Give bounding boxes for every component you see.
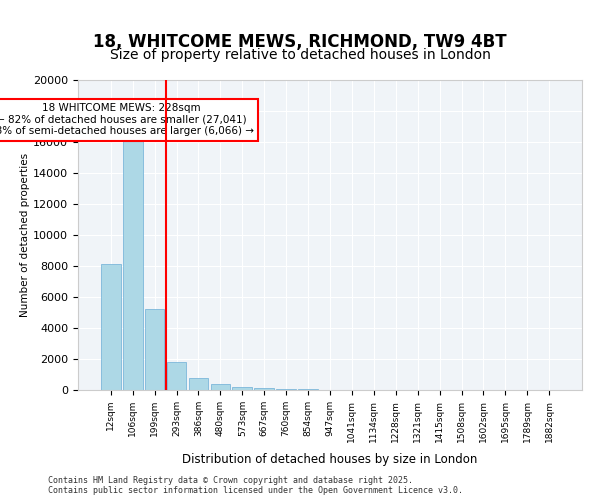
Bar — [232, 387, 252, 390]
Bar — [101, 264, 121, 390]
Text: 18 WHITCOME MEWS: 228sqm
← 82% of detached houses are smaller (27,041)
18% of se: 18 WHITCOME MEWS: 228sqm ← 82% of detach… — [0, 104, 254, 136]
Bar — [188, 378, 208, 390]
Text: 18, WHITCOME MEWS, RICHMOND, TW9 4BT: 18, WHITCOME MEWS, RICHMOND, TW9 4BT — [93, 32, 507, 50]
Bar — [276, 389, 296, 390]
X-axis label: Distribution of detached houses by size in London: Distribution of detached houses by size … — [182, 453, 478, 466]
Bar — [211, 384, 230, 390]
Bar — [145, 310, 164, 390]
Bar — [123, 134, 143, 390]
Text: Size of property relative to detached houses in London: Size of property relative to detached ho… — [110, 48, 490, 62]
Bar — [167, 362, 187, 390]
Bar — [254, 388, 274, 390]
Text: Contains HM Land Registry data © Crown copyright and database right 2025.
Contai: Contains HM Land Registry data © Crown c… — [48, 476, 463, 495]
Y-axis label: Number of detached properties: Number of detached properties — [20, 153, 31, 317]
